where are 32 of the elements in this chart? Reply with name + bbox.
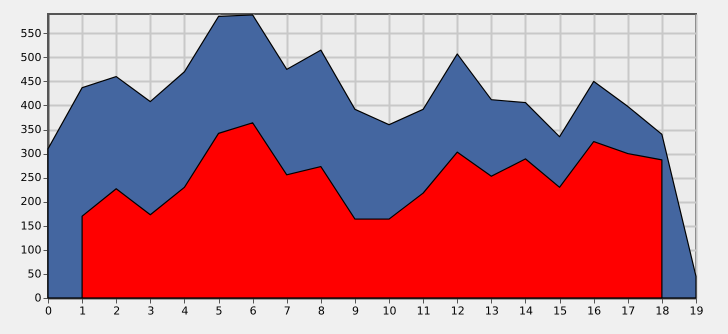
y-tick-label: 50 <box>28 267 42 280</box>
x-tick-label: 3 <box>147 304 154 318</box>
x-tick-label: 16 <box>587 304 602 318</box>
x-tick-label: 17 <box>621 304 636 318</box>
y-tick-label: 300 <box>20 147 42 160</box>
x-tick-label: 0 <box>45 304 52 318</box>
x-tick-label: 7 <box>284 304 291 318</box>
y-tick-label: 450 <box>20 74 42 88</box>
y-tick-label: 350 <box>20 123 42 136</box>
x-tick-label: 10 <box>382 304 397 318</box>
x-tick-label: 1 <box>79 304 86 318</box>
x-tick-label: 5 <box>216 304 223 318</box>
x-tick-label: 19 <box>690 304 704 318</box>
x-tick-label: 13 <box>484 304 499 318</box>
x-tick-label: 6 <box>250 304 257 318</box>
y-tick-label: 150 <box>20 219 42 232</box>
y-tick-label: 400 <box>20 98 42 112</box>
x-tick-label: 9 <box>352 304 359 318</box>
y-tick-label: 0 <box>34 292 42 304</box>
x-tick-label: 11 <box>416 304 431 318</box>
y-tick-label: 200 <box>20 195 42 208</box>
y-tick-label: 550 <box>20 26 42 40</box>
x-tick-label: 14 <box>518 304 533 318</box>
y-tick-label: 100 <box>20 243 42 256</box>
x-tick-label: 12 <box>450 304 465 318</box>
x-tick-label: 4 <box>181 304 188 318</box>
y-tick-label: 500 <box>20 50 42 64</box>
x-tick-label: 2 <box>113 304 120 318</box>
x-tick-label: 15 <box>553 304 568 318</box>
x-tick-label: 8 <box>318 304 325 318</box>
y-tick-label: 250 <box>20 171 42 184</box>
x-tick-label: 18 <box>655 304 670 318</box>
